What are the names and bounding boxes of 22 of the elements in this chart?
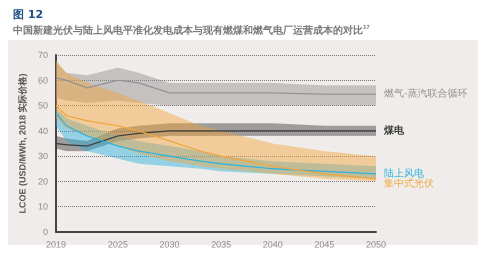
series-label: 煤电 [383,124,405,136]
y-tick-label: 20 [38,176,48,186]
series-label: 集中式光伏 [384,177,434,190]
x-tick-label: 2045 [314,240,334,250]
y-tick-label: 40 [38,126,48,136]
y-axis-title: LCOE (USD/MWh, 2018 实际价格) [18,73,28,214]
series-label: 陆上风电 [384,167,424,180]
x-tick-label: 2040 [262,240,283,250]
x-tick-label: 2030 [160,240,180,250]
y-tick-label: 30 [38,151,48,162]
x-tick-label: 2050 [366,240,386,250]
series-label: 燃气-蒸汽联合循环 [384,88,468,100]
line-series [55,77,377,95]
x-tick-label: 2035 [211,240,232,250]
x-tick-label: 2019 [46,240,66,250]
y-tick-label: 10 [38,202,48,212]
x-tick-label: 2025 [108,240,128,250]
y-tick-label: 0 [42,227,48,237]
y-tick-label: 70 [38,50,48,60]
y-tick-label: 60 [38,75,48,86]
chart-title: 图 12 [13,8,44,21]
y-tick-label: 50 [38,100,48,111]
